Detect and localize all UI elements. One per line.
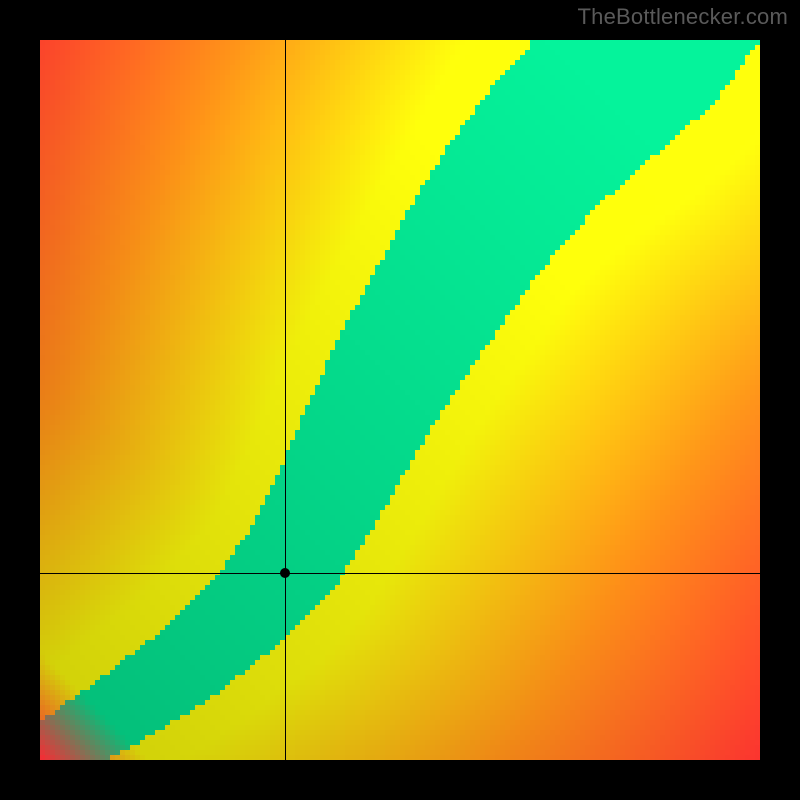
heatmap-plot — [40, 40, 760, 760]
crosshair-vertical — [285, 40, 286, 760]
crosshair-horizontal — [40, 573, 760, 574]
heatmap-canvas — [40, 40, 760, 760]
crosshair-dot — [280, 568, 290, 578]
watermark-text: TheBottlenecker.com — [578, 4, 788, 30]
